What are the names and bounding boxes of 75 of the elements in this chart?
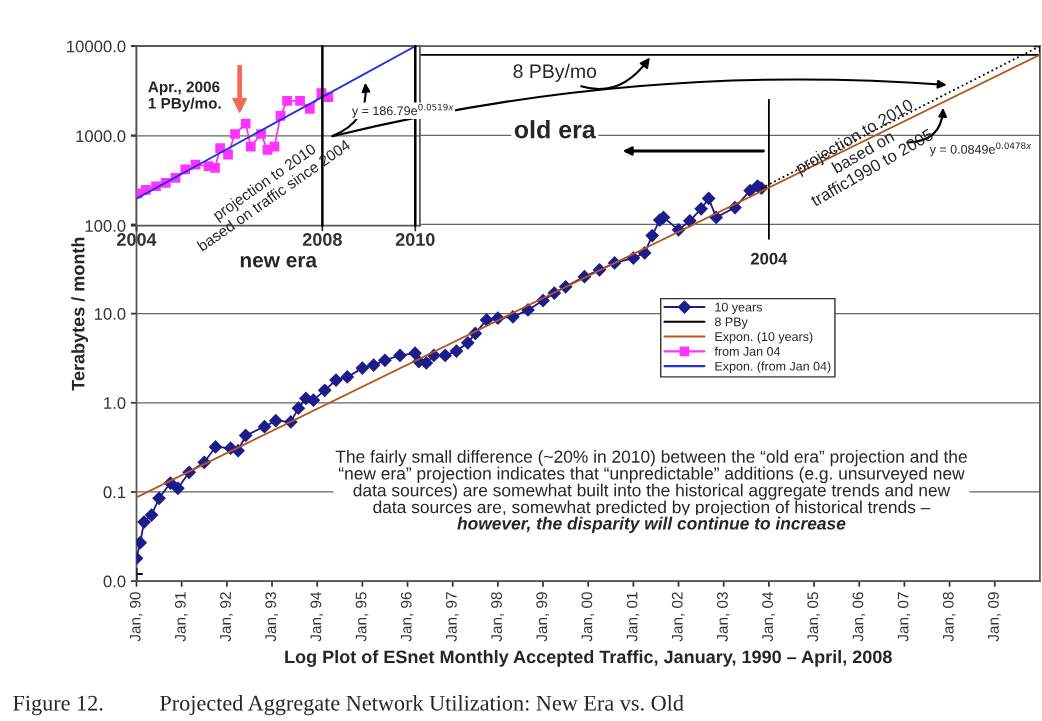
x-axis-title: new era bbox=[240, 256, 318, 268]
point bbox=[366, 358, 381, 372]
point bbox=[208, 440, 223, 454]
y-tick-label: 0.0 bbox=[103, 575, 126, 588]
legend-label: Expon. (10 years) bbox=[715, 331, 813, 344]
x-tick-label: Jan, 05 bbox=[807, 592, 820, 642]
annotation: 8 PBy/mo bbox=[513, 63, 597, 82]
point bbox=[306, 393, 321, 408]
y-axis-title: Terabytes / month bbox=[71, 237, 89, 391]
point bbox=[645, 228, 660, 243]
x-tick-label: Jan, 09 bbox=[988, 592, 1001, 642]
y-tick-label: 10.0 bbox=[94, 308, 126, 320]
point bbox=[295, 95, 305, 106]
annotation: Apr., 2006 1 PBy/mo. bbox=[148, 81, 221, 112]
x-tick-label: Jan, 01 bbox=[626, 592, 640, 642]
annotation: old era bbox=[514, 120, 596, 139]
point bbox=[438, 348, 453, 363]
caption: Figure 12. Projected Aggregate Network Utilization: New Era vs. Old bbox=[13, 695, 684, 716]
x-tick-label: Jan, 07 bbox=[897, 592, 911, 642]
annotation: y = 186.79e$^{0.0519x}$ bbox=[351, 103, 454, 118]
point bbox=[408, 346, 422, 361]
point bbox=[460, 336, 475, 350]
point bbox=[355, 361, 370, 375]
point bbox=[240, 118, 251, 129]
legend-label: Expon. (from Jan 04) bbox=[715, 361, 831, 374]
y-tick-label: 10000.0 bbox=[67, 40, 126, 53]
point bbox=[230, 129, 240, 139]
point bbox=[245, 141, 256, 152]
point bbox=[282, 95, 292, 106]
point bbox=[694, 201, 709, 216]
point bbox=[304, 104, 315, 114]
x-tick-label: Jan, 99 bbox=[536, 592, 549, 642]
x-tick-label: Jan, 98 bbox=[491, 592, 504, 642]
x-tick-label: Jan, 02 bbox=[671, 592, 685, 642]
x-tick-label: Jan, 03 bbox=[717, 592, 730, 642]
point bbox=[152, 491, 166, 506]
y-tick-label: 100.0 bbox=[85, 220, 126, 232]
point bbox=[701, 191, 716, 206]
legend-label: 8 PBy bbox=[715, 317, 748, 329]
x-tick-label: Jan, 91 bbox=[174, 592, 188, 642]
legend-label: 10 years bbox=[715, 302, 762, 314]
x-tick-label: Jan, 00 bbox=[581, 592, 595, 642]
point bbox=[171, 481, 185, 496]
y-tick-label: 0.1 bbox=[103, 486, 126, 499]
x-axis-title: Log Plot of ESnet Monthly Accepted Traffic, January, 1990 – April, 2008 bbox=[285, 649, 892, 667]
x-tick-label: Jan, 94 bbox=[310, 591, 324, 642]
legend-label: from Jan 04 bbox=[714, 346, 781, 356]
x-tick-label: Jan, 93 bbox=[265, 592, 278, 642]
point bbox=[144, 508, 159, 522]
point bbox=[317, 383, 332, 398]
x-tick-label: Jan, 06 bbox=[852, 592, 866, 642]
point bbox=[393, 348, 407, 363]
x-tick-label: Jan, 95 bbox=[355, 592, 369, 642]
x-tick-label: Jan, 90 bbox=[129, 592, 143, 642]
point bbox=[257, 419, 272, 434]
x-tick-label: 2008 bbox=[302, 233, 342, 246]
annotation: however, the disparity will continue to increase bbox=[457, 516, 846, 534]
point bbox=[419, 356, 434, 370]
point bbox=[238, 428, 253, 443]
ref-line-label: 2004 bbox=[750, 252, 788, 265]
x-tick-label: Jan, 92 bbox=[220, 592, 233, 642]
point bbox=[268, 413, 283, 428]
y-tick-label: 1000.0 bbox=[76, 130, 126, 143]
y-tick-label: 1.0 bbox=[104, 397, 126, 409]
x-tick-label: Jan, 97 bbox=[445, 592, 459, 642]
x-tick-label: Jan, 08 bbox=[942, 592, 956, 642]
point bbox=[378, 353, 392, 368]
point bbox=[479, 313, 494, 327]
x-tick-label: Jan, 96 bbox=[400, 592, 414, 642]
x-tick-label: Jan, 04 bbox=[762, 591, 775, 642]
x-tick-label: 2010 bbox=[395, 233, 435, 246]
point bbox=[449, 344, 464, 358]
point bbox=[210, 163, 220, 173]
point bbox=[340, 370, 355, 384]
point bbox=[291, 401, 306, 416]
